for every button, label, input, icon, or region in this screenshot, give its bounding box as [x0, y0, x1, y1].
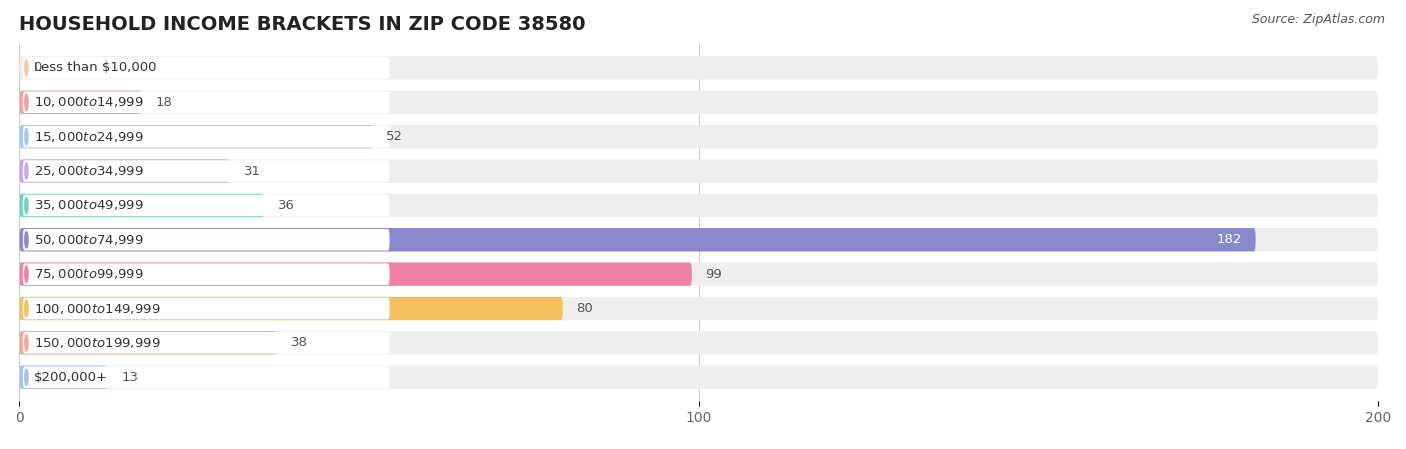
Circle shape [25, 128, 28, 145]
FancyBboxPatch shape [20, 56, 1378, 79]
Text: 18: 18 [155, 96, 172, 109]
Text: Source: ZipAtlas.com: Source: ZipAtlas.com [1251, 13, 1385, 26]
Circle shape [25, 197, 28, 214]
Circle shape [25, 335, 28, 351]
Text: $150,000 to $199,999: $150,000 to $199,999 [34, 336, 160, 350]
Text: $75,000 to $99,999: $75,000 to $99,999 [34, 267, 143, 281]
FancyBboxPatch shape [20, 125, 373, 148]
FancyBboxPatch shape [20, 159, 231, 183]
FancyBboxPatch shape [22, 92, 389, 113]
FancyBboxPatch shape [22, 332, 389, 354]
Text: 0: 0 [32, 62, 41, 75]
FancyBboxPatch shape [20, 263, 1378, 286]
Circle shape [25, 232, 28, 248]
Text: 80: 80 [576, 302, 593, 315]
Circle shape [25, 369, 28, 385]
FancyBboxPatch shape [20, 365, 1378, 389]
Circle shape [25, 60, 28, 76]
Text: Less than $10,000: Less than $10,000 [34, 62, 156, 75]
Text: HOUSEHOLD INCOME BRACKETS IN ZIP CODE 38580: HOUSEHOLD INCOME BRACKETS IN ZIP CODE 38… [20, 15, 586, 34]
FancyBboxPatch shape [20, 297, 1378, 320]
FancyBboxPatch shape [20, 125, 1378, 148]
FancyBboxPatch shape [20, 159, 1378, 183]
FancyBboxPatch shape [20, 331, 1378, 355]
Text: 36: 36 [277, 199, 294, 212]
FancyBboxPatch shape [22, 126, 389, 147]
FancyBboxPatch shape [20, 228, 1256, 251]
FancyBboxPatch shape [20, 263, 692, 286]
FancyBboxPatch shape [22, 264, 389, 285]
FancyBboxPatch shape [20, 194, 264, 217]
FancyBboxPatch shape [22, 57, 389, 79]
Circle shape [25, 266, 28, 282]
FancyBboxPatch shape [22, 298, 389, 319]
Circle shape [25, 300, 28, 317]
FancyBboxPatch shape [22, 366, 389, 388]
Text: 31: 31 [243, 164, 260, 177]
Circle shape [25, 94, 28, 110]
Text: $15,000 to $24,999: $15,000 to $24,999 [34, 130, 143, 144]
Text: $10,000 to $14,999: $10,000 to $14,999 [34, 95, 143, 109]
FancyBboxPatch shape [20, 228, 1378, 251]
FancyBboxPatch shape [20, 297, 562, 320]
FancyBboxPatch shape [22, 160, 389, 182]
Text: 182: 182 [1216, 233, 1241, 246]
Text: $50,000 to $74,999: $50,000 to $74,999 [34, 233, 143, 247]
Circle shape [25, 163, 28, 179]
FancyBboxPatch shape [22, 229, 389, 251]
Text: 38: 38 [291, 336, 308, 349]
FancyBboxPatch shape [20, 91, 1378, 114]
FancyBboxPatch shape [20, 365, 108, 389]
Text: $35,000 to $49,999: $35,000 to $49,999 [34, 198, 143, 212]
FancyBboxPatch shape [20, 194, 1378, 217]
FancyBboxPatch shape [20, 91, 142, 114]
Text: $100,000 to $149,999: $100,000 to $149,999 [34, 302, 160, 316]
Text: $25,000 to $34,999: $25,000 to $34,999 [34, 164, 143, 178]
Text: 52: 52 [387, 130, 404, 143]
FancyBboxPatch shape [22, 195, 389, 216]
Text: $200,000+: $200,000+ [34, 371, 108, 384]
Text: 13: 13 [121, 371, 138, 384]
Text: 99: 99 [706, 268, 723, 281]
FancyBboxPatch shape [20, 331, 277, 355]
